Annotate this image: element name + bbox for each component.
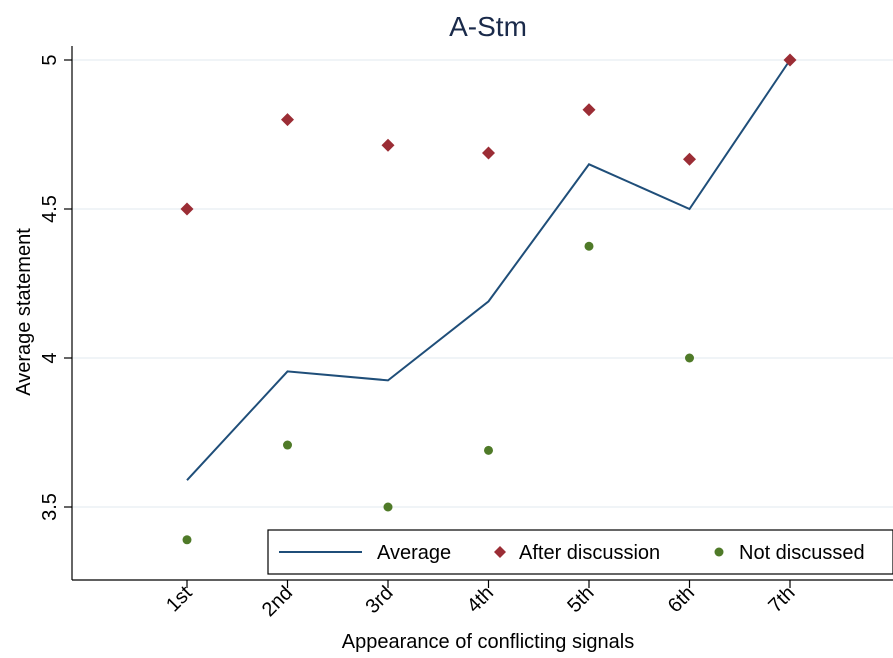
x-tick-label: 7th <box>764 582 799 617</box>
not-discussed-point <box>584 241 594 251</box>
after-discussion-point <box>783 53 797 67</box>
series-layer <box>180 53 797 545</box>
legend-label-average: Average <box>377 542 451 564</box>
y-ticks: 3.5 4 4.5 5 <box>39 54 72 521</box>
x-tick-label: 4th <box>463 582 498 617</box>
y-tick-label: 4 <box>39 352 61 363</box>
not-discussed-point <box>484 445 493 455</box>
not-discussed-point <box>283 440 292 450</box>
after-discussion-point <box>582 103 596 117</box>
x-tick-label: 5th <box>563 582 598 617</box>
after-discussion-point <box>381 138 395 152</box>
y-tick-label: 3.5 <box>39 493 61 521</box>
x-tick-label: 1st <box>162 582 197 617</box>
legend-diamond-icon <box>494 546 506 558</box>
legend-box <box>267 529 893 575</box>
not-discussed-point <box>685 353 694 363</box>
x-tick-label: 2nd <box>258 582 297 621</box>
grid-lines <box>72 59 893 508</box>
y-axis-title: Average statement <box>13 228 35 396</box>
after-discussion-point <box>482 146 495 160</box>
y-tick-label: 5 <box>39 54 61 65</box>
average-line <box>186 59 791 481</box>
legend-dot-icon <box>714 547 724 557</box>
x-tick-label: 3rd <box>362 582 398 618</box>
x-tick-label: 6th <box>664 582 699 617</box>
x-axis-title: Appearance of conflicting signals <box>342 631 634 653</box>
chart-title: A-Stm <box>449 11 527 42</box>
legend-label-after-discussion: After discussion <box>519 542 660 564</box>
y-tick-label: 4.5 <box>39 195 61 223</box>
after-discussion-point <box>683 152 696 166</box>
legend-label-not-discussed: Not discussed <box>739 542 865 564</box>
x-ticks: 1st 2nd 3rd 4th 5th 6th 7th <box>162 580 800 621</box>
not-discussed-point <box>383 502 393 512</box>
not-discussed-point <box>182 535 192 545</box>
after-discussion-point <box>180 202 194 216</box>
after-discussion-point <box>281 113 294 127</box>
legend: Average After discussion Not discussed <box>267 529 893 575</box>
